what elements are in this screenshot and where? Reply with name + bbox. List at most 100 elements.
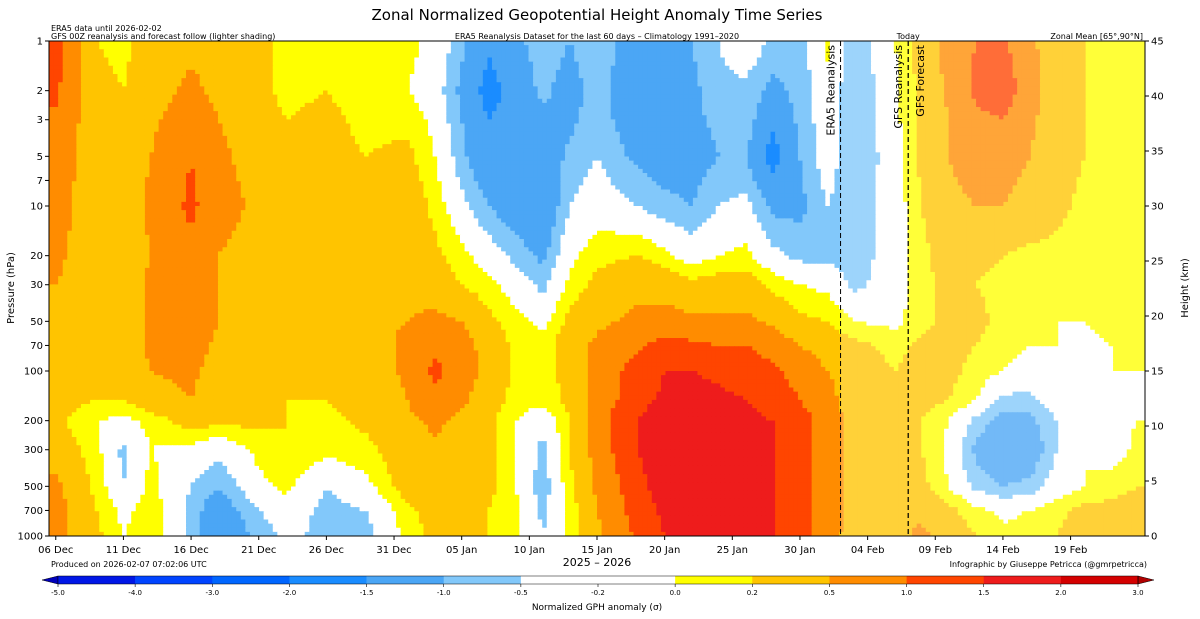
- field-cell: [49, 94, 55, 100]
- field-cell: [998, 82, 1005, 87]
- field-cell: [396, 98, 402, 104]
- field-cell: [866, 94, 872, 100]
- field-cell: [523, 57, 530, 63]
- field-cell: [1049, 53, 1055, 59]
- field-cell: [144, 78, 151, 83]
- field-cell: [432, 90, 438, 96]
- field-cell: [848, 78, 854, 83]
- field-cell: [889, 82, 895, 87]
- field-cell: [473, 74, 479, 79]
- field-cell: [469, 107, 475, 112]
- field-cell: [117, 86, 123, 92]
- field-cell: [167, 94, 173, 100]
- field-cell: [236, 115, 242, 120]
- field-cell: [501, 107, 507, 112]
- field-cell: [848, 45, 854, 50]
- field-cell: [350, 82, 356, 87]
- field-cell: [1049, 111, 1055, 116]
- field-cell: [186, 41, 192, 46]
- field-cell: [85, 65, 91, 71]
- field-cell: [1108, 90, 1114, 96]
- field-cell: [450, 69, 457, 75]
- field-cell: [291, 111, 297, 116]
- field-cell: [117, 98, 123, 104]
- field-cell: [281, 94, 288, 100]
- field-cell: [108, 78, 114, 83]
- field-cell: [1085, 86, 1091, 92]
- field-cell: [217, 49, 224, 54]
- field-cell: [651, 107, 657, 112]
- field-cell: [1035, 53, 1041, 59]
- field-cell: [405, 65, 411, 71]
- field-cell: [108, 123, 114, 129]
- field-cell: [409, 86, 415, 92]
- field-cell: [172, 119, 178, 125]
- field-cell: [327, 119, 333, 125]
- field-cell: [414, 65, 420, 71]
- field-cell: [405, 123, 411, 129]
- field-cell: [683, 119, 689, 125]
- field-cell: [428, 74, 434, 79]
- field-cell: [1021, 74, 1027, 79]
- field-cell: [323, 53, 329, 59]
- field-cell: [199, 69, 205, 75]
- field-cell: [953, 53, 959, 59]
- field-cell: [519, 102, 525, 108]
- field-cell: [318, 94, 324, 100]
- field-cell: [345, 78, 351, 83]
- field-cell: [432, 49, 438, 54]
- field-cell: [1094, 61, 1100, 67]
- field-cell: [829, 78, 836, 83]
- field-cell: [816, 123, 822, 129]
- field-cell: [829, 49, 836, 54]
- field-cell: [62, 119, 68, 125]
- field-cell: [537, 111, 543, 116]
- field-cell: [1094, 90, 1100, 96]
- field-cell: [989, 53, 995, 59]
- field-cell: [692, 45, 699, 50]
- field-cell: [332, 111, 338, 116]
- field-cell: [656, 53, 662, 59]
- field-cell: [811, 82, 817, 87]
- field-cell: [925, 86, 931, 92]
- field-cell: [1039, 115, 1046, 120]
- field-cell: [660, 90, 667, 96]
- field-cell: [898, 111, 904, 116]
- field-cell: [912, 49, 918, 54]
- field-cell: [58, 107, 64, 112]
- field-cell: [181, 74, 187, 79]
- field-cell: [272, 107, 278, 112]
- field-cell: [980, 86, 986, 92]
- field-cell: [702, 57, 708, 63]
- field-cell: [163, 90, 169, 96]
- field-cell: [770, 45, 776, 50]
- field-cell: [715, 69, 721, 75]
- field-cell: [1030, 107, 1036, 112]
- field-cell: [510, 61, 516, 67]
- field-cell: [1122, 98, 1128, 104]
- field-cell: [565, 107, 571, 112]
- field-cell: [277, 90, 283, 96]
- field-cell: [277, 123, 283, 129]
- field-cell: [49, 98, 55, 104]
- field-cell: [491, 82, 498, 87]
- field-cell: [551, 123, 557, 129]
- field-cell: [706, 115, 712, 120]
- field-cell: [277, 86, 283, 92]
- field-cell: [149, 115, 155, 120]
- field-cell: [478, 86, 484, 92]
- field-cell: [574, 41, 580, 46]
- field-cell: [528, 94, 534, 100]
- field-cell: [711, 102, 717, 108]
- field-cell: [825, 111, 831, 116]
- field-cell: [994, 45, 1000, 50]
- field-cell: [1021, 53, 1027, 59]
- field-cell: [1081, 111, 1087, 116]
- field-cell: [921, 107, 927, 112]
- field-cell: [268, 65, 274, 71]
- field-cell: [350, 53, 356, 59]
- field-cell: [765, 49, 772, 54]
- field-cell: [738, 45, 744, 50]
- field-cell: [861, 115, 868, 120]
- field-cell: [939, 115, 945, 120]
